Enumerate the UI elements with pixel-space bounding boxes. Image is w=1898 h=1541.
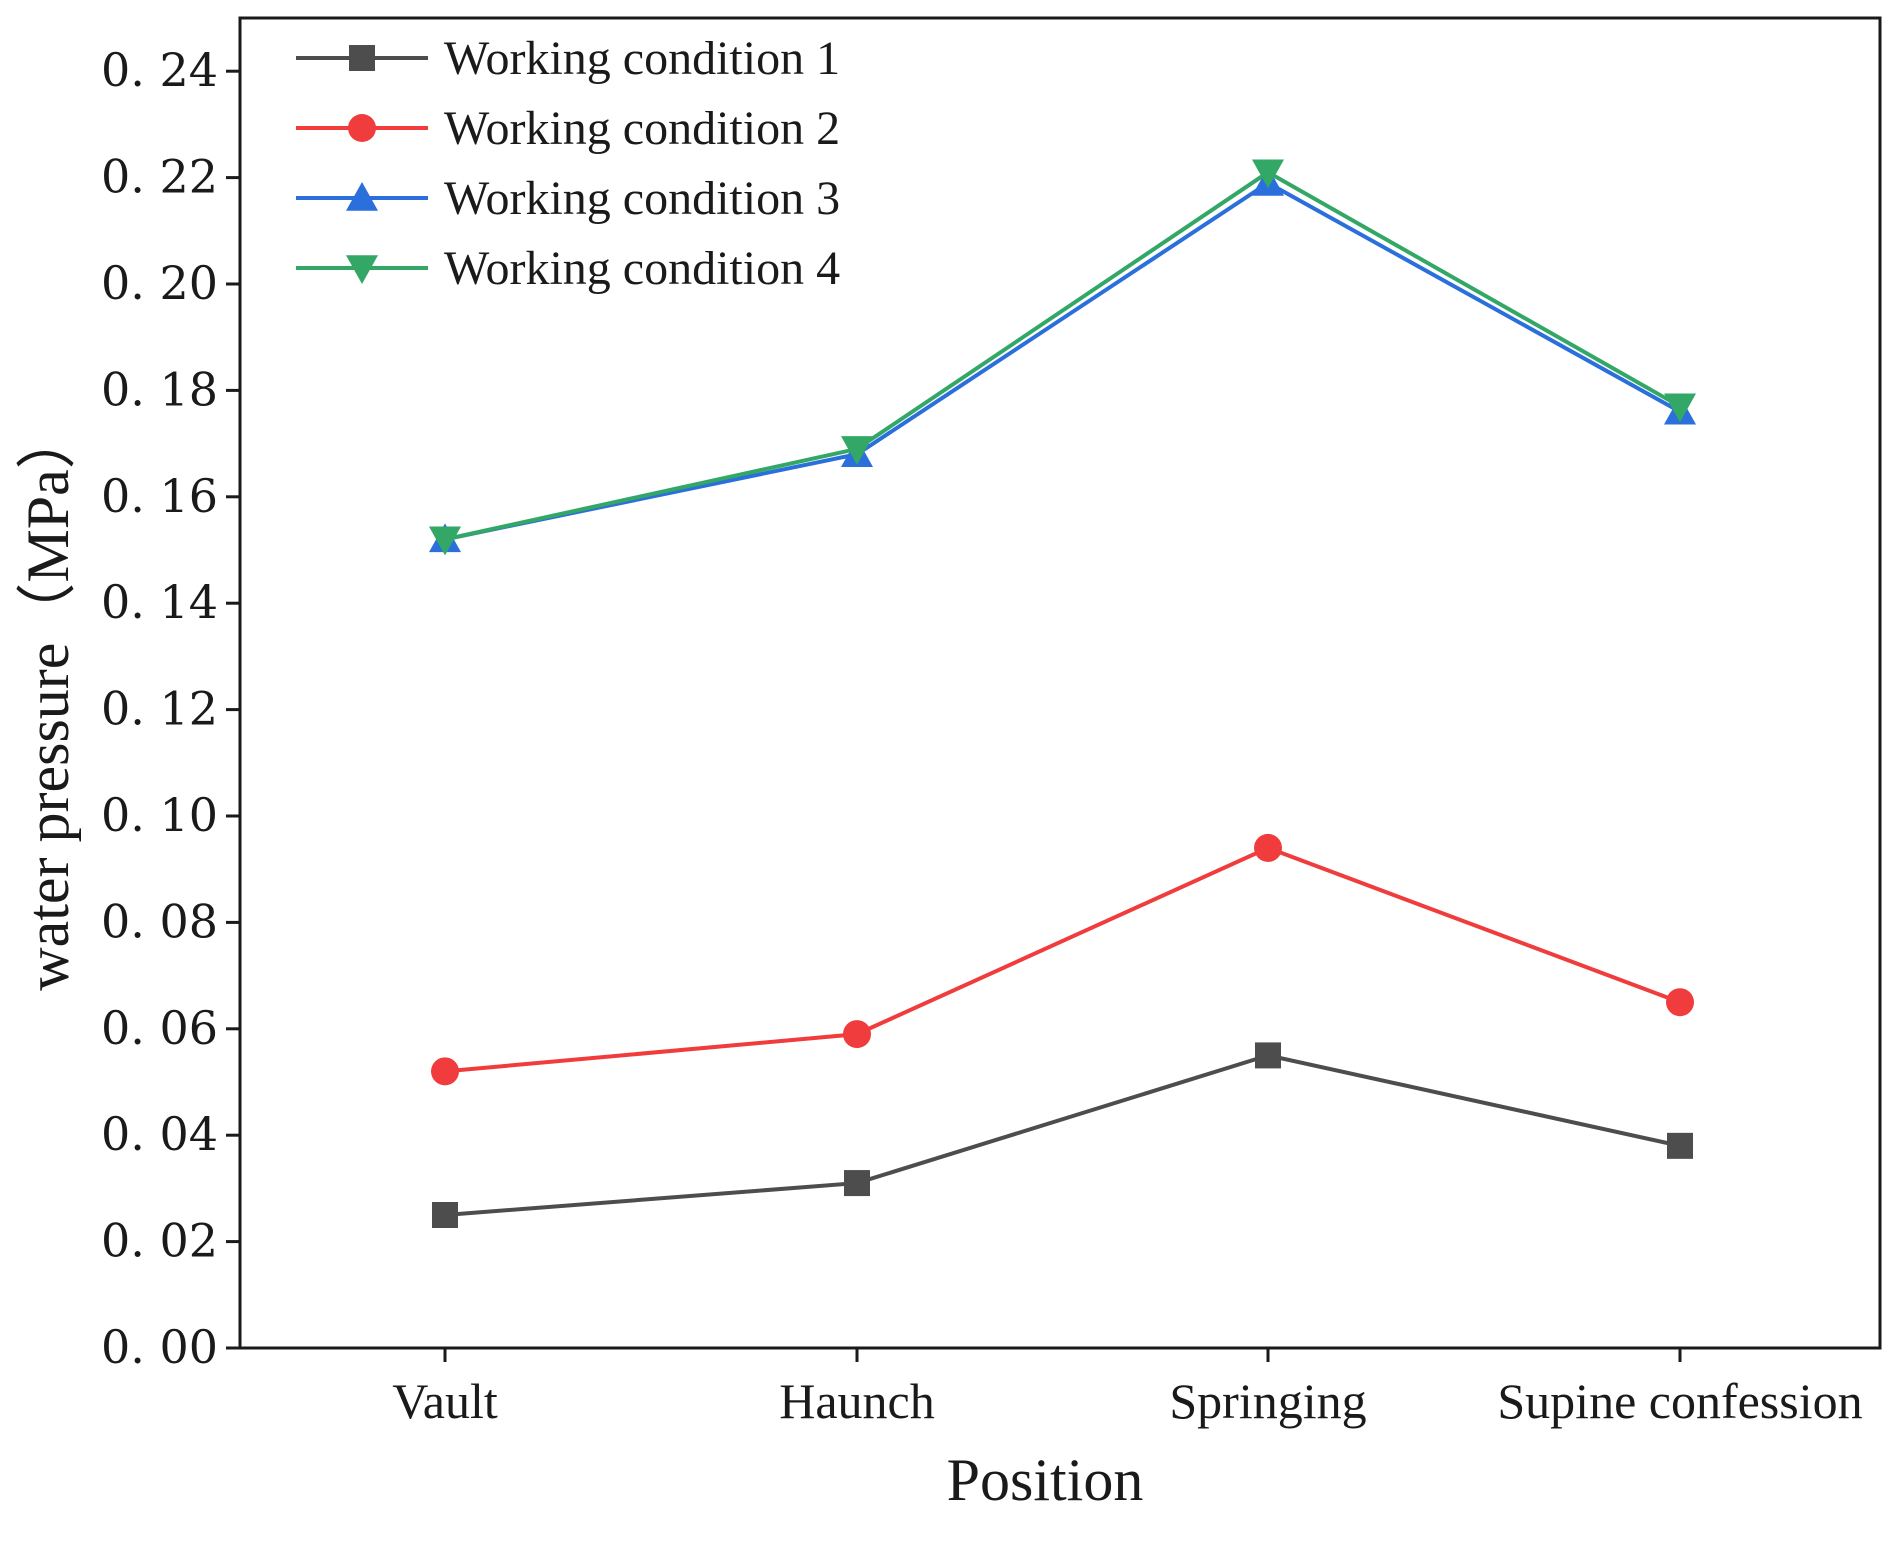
legend-label: Working condition 1	[444, 32, 840, 85]
series-line	[444, 180, 1681, 542]
y-axis-ticks: 0. 00 0. 02 0. 04 0. 06 0. 08 0. 10 0. 12 0. 14…	[101, 43, 240, 1374]
series-4	[429, 159, 1696, 556]
x-tick-label: Supine confession	[1497, 1373, 1862, 1429]
series-line	[444, 1053, 1681, 1217]
series-line	[444, 845, 1681, 1074]
y-tick-label: 0. 20	[101, 256, 218, 310]
data-point	[844, 1170, 870, 1197]
y-tick-label: 0. 14	[101, 575, 218, 629]
x-axis-title: Position	[947, 1447, 1144, 1513]
y-axis-title: water pressure（MPa）	[15, 409, 81, 991]
x-axis-ticks: Vault Haunch Springing Supine confession	[392, 1348, 1863, 1429]
x-tick-label: Vault	[392, 1373, 498, 1429]
series-1	[432, 1042, 1693, 1228]
y-tick-label: 0. 10	[101, 788, 218, 842]
data-point	[1666, 988, 1694, 1017]
data-point	[432, 1202, 458, 1228]
legend-label: Working condition 2	[444, 102, 840, 155]
y-tick-label: 0. 04	[101, 1107, 218, 1161]
data-point	[1667, 1132, 1693, 1159]
data-point	[841, 436, 873, 465]
legend-entry: Working condition 4	[296, 242, 840, 295]
data-point	[431, 1057, 459, 1086]
legend-label: Working condition 3	[444, 172, 840, 225]
data-point	[1664, 393, 1696, 423]
series-2	[431, 833, 1694, 1086]
legend-entry: Working condition 1	[296, 32, 840, 85]
series-line	[444, 169, 1681, 542]
legend-entry: Working condition 2	[296, 102, 840, 155]
data-point	[1252, 159, 1284, 189]
y-tick-label: 0. 16	[101, 469, 218, 523]
y-tick-label: 0. 02	[101, 1214, 218, 1268]
y-tick-label: 0. 24	[101, 43, 218, 97]
legend-marker	[346, 255, 378, 284]
series-layer	[429, 159, 1696, 1228]
y-tick-label: 0. 22	[101, 150, 218, 204]
y-tick-label: 0. 12	[101, 682, 218, 736]
x-tick-label: Haunch	[779, 1373, 935, 1429]
y-tick-label: 0. 00	[101, 1320, 218, 1374]
legend-marker	[346, 182, 378, 211]
y-tick-label: 0. 18	[101, 362, 218, 416]
data-point	[1254, 833, 1282, 862]
legend-entry: Working condition 3	[296, 172, 840, 225]
legend: Working condition 1 Working condition 2 Wo…	[296, 32, 840, 295]
data-point	[1255, 1042, 1281, 1069]
plot-frame	[238, 16, 1882, 1350]
data-point	[429, 526, 461, 556]
legend-label: Working condition 4	[444, 242, 840, 295]
y-tick-label: 0. 08	[101, 894, 218, 948]
x-tick-label: Springing	[1169, 1373, 1366, 1429]
legend-marker	[348, 114, 376, 142]
data-point	[843, 1020, 871, 1049]
y-tick-label: 0. 06	[101, 1001, 218, 1055]
legend-marker	[349, 45, 375, 71]
